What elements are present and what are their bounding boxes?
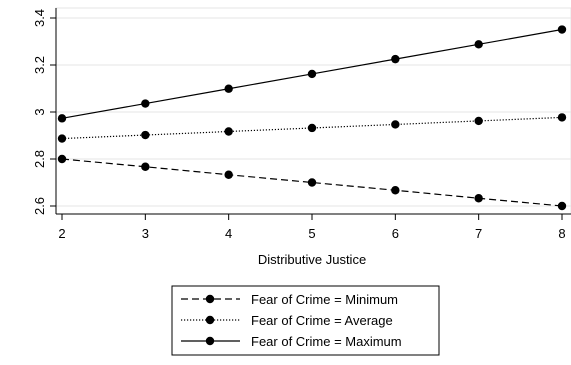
x-tick-label: 3: [142, 226, 149, 241]
data-point: [307, 69, 317, 79]
series-dotted: [57, 113, 567, 143]
data-point: [474, 194, 483, 203]
y-tick-label: 3: [32, 108, 47, 115]
x-axis-label: Distributive Justice: [258, 252, 366, 267]
x-tick-label: 4: [225, 226, 232, 241]
data-point: [57, 154, 67, 164]
legend: Fear of Crime = Minimum Fear of Crime = A…: [171, 285, 440, 356]
data-point: [224, 84, 233, 93]
data-point: [57, 114, 67, 123]
data-point: [557, 25, 567, 34]
data-point: [307, 123, 317, 133]
x-tick-label: 2: [58, 226, 65, 241]
data-point: [391, 186, 400, 195]
grid-lines: [56, 17, 571, 207]
series-solid: [57, 25, 567, 123]
x-tick-label: 8: [558, 226, 565, 241]
legend-marker: [205, 294, 215, 304]
y-tick-label: 2.6: [32, 197, 47, 215]
legend-marker: [205, 315, 215, 325]
y-tick-label: 2.8: [32, 150, 47, 168]
data-point: [391, 120, 400, 129]
data-point: [224, 127, 233, 136]
legend-marker: [205, 336, 215, 346]
series-lines: [57, 25, 567, 211]
data-point: [557, 113, 567, 122]
data-point: [391, 54, 400, 64]
data-point: [307, 178, 317, 187]
axes: 2.6 2.8 3 3.2 3.4 2 3 4 5 6 7 8: [32, 8, 571, 241]
x-tick-label: 5: [308, 226, 315, 241]
x-tick-label: 7: [475, 226, 482, 241]
y-tick-label: 3.2: [32, 56, 47, 74]
legend-box: [171, 285, 440, 356]
legend-label: Fear of Crime = Average: [251, 313, 393, 328]
data-point: [474, 40, 483, 49]
data-point: [224, 170, 233, 179]
data-point: [141, 99, 150, 108]
series-dashed: [57, 154, 567, 211]
data-point: [557, 201, 567, 211]
y-tick-label: 3.4: [32, 9, 47, 27]
data-point: [141, 162, 150, 171]
legend-label: Fear of Crime = Maximum: [251, 334, 402, 349]
data-point: [57, 134, 67, 143]
data-point: [474, 116, 483, 126]
legend-label: Fear of Crime = Minimum: [251, 292, 398, 307]
x-tick-label: 6: [392, 226, 399, 241]
data-point: [141, 130, 150, 140]
